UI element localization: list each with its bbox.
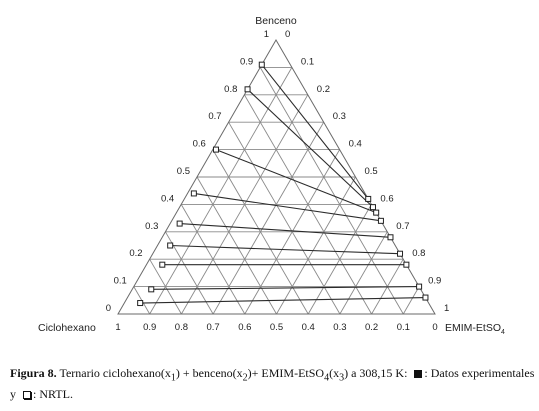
raffinate-point (137, 300, 144, 307)
raffinate-point (159, 261, 166, 268)
caption-sub: 3 (339, 372, 345, 384)
vertex-label-left: Ciclohexano (38, 322, 96, 334)
ternary-chart: 1 0.9 0.8 0.7 0.6 0.5 0.4 0.3 0.2 0.1 0 0 0.1 0.2 0.3 0… (38, 15, 505, 336)
tick-label-left: 0.1 (114, 276, 127, 287)
tie-line (193, 192, 382, 222)
caption-text: (x (329, 366, 340, 380)
tick-label-left: 0 (106, 303, 111, 314)
vertex-label-right: EMIM-EtSO4 (445, 322, 505, 336)
tick-label-right: 0.4 (349, 139, 362, 150)
caption-sub: 4 (324, 372, 330, 384)
tick-label-bottom: 0.6 (238, 322, 251, 333)
tick-label-bottom: 0.8 (175, 322, 188, 333)
grid-line (402, 286, 420, 315)
caption-text: )+ EMIM-EtSO (247, 366, 325, 380)
caption-text: ) a 308,15 K: (344, 366, 411, 380)
tie-line (215, 149, 377, 214)
tick-label-right: 0 (285, 29, 290, 40)
tick-label-right: 0.5 (365, 166, 378, 177)
extract-point (403, 261, 410, 268)
tick-label-right: 0.2 (317, 84, 330, 95)
tie-line (151, 286, 420, 290)
tick-label-right: 0.6 (380, 193, 393, 204)
extract-point (369, 204, 376, 211)
grid-line (307, 204, 372, 315)
tie-line (247, 88, 374, 208)
tie-lines (140, 64, 426, 304)
tick-label-right: 0.7 (396, 221, 409, 232)
tick-label-right: 1 (444, 303, 449, 314)
caption-label: Figura 8. (10, 366, 57, 380)
caption-text: : NRTL. (33, 387, 73, 402)
grid-line (149, 258, 182, 315)
raffinate-point (212, 146, 219, 153)
figure-caption: Figura 8. Ternario ciclohexano(x1) + ben… (10, 365, 535, 402)
raffinate-point (148, 286, 155, 293)
tick-label-left: 0.9 (240, 56, 253, 67)
vertex-label-right-main: EMIM-EtSO (445, 322, 501, 334)
grid-line (180, 204, 246, 315)
extract-point (377, 217, 384, 224)
data-markers (137, 61, 429, 307)
extract-point (365, 195, 372, 202)
grid-line (259, 67, 404, 315)
tick-label-bottom: 0.3 (333, 322, 346, 333)
tick-label-left: 0.5 (177, 166, 190, 177)
tick-label-bottom: 0.7 (206, 322, 219, 333)
tick-labels: 1 0.9 0.8 0.7 0.6 0.5 0.4 0.3 0.2 0.1 0 0 0.1 0.2 0.3 0… (106, 29, 450, 333)
raffinate-point (258, 61, 265, 68)
tick-label-bottom: 0.2 (365, 322, 378, 333)
caption-text: Ternario ciclohexano(x (56, 366, 171, 380)
vertex-label-top: Benceno (255, 15, 297, 27)
open-square-icon (23, 390, 31, 399)
tick-label-bottom: 0.5 (270, 322, 283, 333)
tick-label-right: 0.8 (412, 248, 425, 259)
tick-label-bottom: 0.1 (397, 322, 410, 333)
vertex-label-right-sub: 4 (501, 329, 505, 336)
tick-label-left: 0.4 (161, 193, 174, 204)
filled-square-icon (414, 369, 423, 378)
grid-line (212, 121, 325, 315)
tick-label-bottom: 0.4 (302, 322, 315, 333)
grid-line (149, 67, 293, 315)
extract-point (397, 250, 404, 257)
tie-line (170, 244, 401, 255)
tick-label-right: 0.3 (333, 111, 346, 122)
caption-text: ) + benceno(x (175, 366, 243, 380)
tick-label-left: 0.6 (193, 139, 206, 150)
extract-point (422, 294, 429, 301)
tick-label-bottom: 0.9 (143, 322, 156, 333)
raffinate-point (190, 190, 197, 197)
extract-point (373, 209, 380, 216)
raffinate-point (167, 242, 174, 249)
grid-line (276, 176, 356, 315)
tick-label-left: 0.7 (208, 111, 221, 122)
tick-label-left: 0.3 (145, 221, 158, 232)
grid-line (339, 231, 388, 315)
tie-line (261, 64, 369, 200)
tick-label-left: 1 (264, 29, 269, 40)
raffinate-point (176, 220, 183, 227)
caption-sub: 2 (242, 372, 248, 384)
extract-point (416, 283, 423, 290)
tick-label-bottom: 1 (115, 322, 120, 333)
caption-sub: 1 (170, 372, 176, 384)
tie-line (179, 223, 391, 238)
tick-label-right: 0.1 (301, 56, 314, 67)
grid-line (228, 121, 341, 315)
tick-label-left: 0.8 (224, 84, 237, 95)
tick-label-left: 0.2 (129, 248, 142, 259)
tick-label-right: 0.9 (428, 276, 441, 287)
caption-text: : Datos experimentales y (10, 366, 535, 402)
tick-label-bottom: 0 (432, 322, 437, 333)
extract-point (387, 234, 394, 241)
raffinate-point (244, 86, 251, 93)
tie-line (140, 297, 426, 304)
grid-line (196, 176, 277, 315)
ternary-grid (133, 66, 420, 315)
ternary-frame (117, 39, 436, 315)
